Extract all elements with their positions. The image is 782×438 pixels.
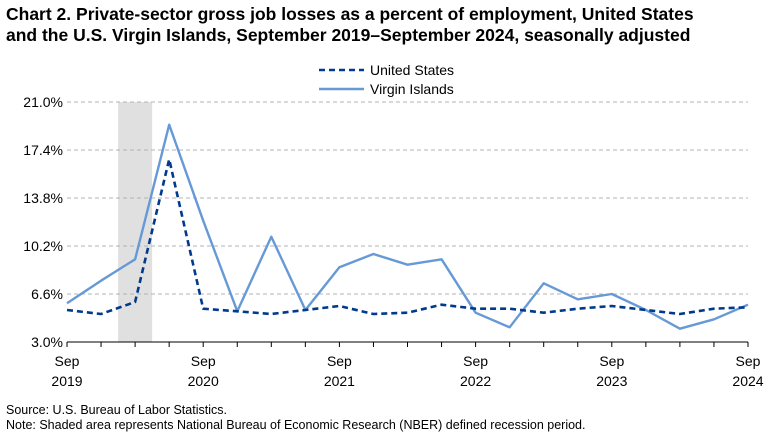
y-tick-label: 17.4% xyxy=(23,142,63,158)
x-tick-label-month: Sep xyxy=(463,353,488,369)
legend-label: Virgin Islands xyxy=(370,81,454,97)
x-tick-label-year: 2021 xyxy=(324,373,355,389)
y-tick-label: 10.2% xyxy=(23,238,63,254)
chart-title-line-2: and the U.S. Virgin Islands, September 2… xyxy=(6,25,691,45)
chart-plot: 3.0% 6.6% 10.2% 13.8% 17.4% 21.0% Sep 2019 Sep 20… xyxy=(23,62,763,389)
y-tick-label: 6.6% xyxy=(31,286,63,302)
x-tick-label-month: Sep xyxy=(191,353,216,369)
y-tick-label: 3.0% xyxy=(31,334,63,350)
source-note: Source: U.S. Bureau of Labor Statistics. xyxy=(6,403,227,417)
chart-title: Chart 2. Private-sector gross job losses… xyxy=(6,4,776,46)
recession-note: Note: Shaded area represents National Bu… xyxy=(6,418,586,432)
x-tick-label-year: 2024 xyxy=(732,373,763,389)
x-tick-label-month: Sep xyxy=(599,353,624,369)
x-tick-label-year: 2019 xyxy=(51,373,82,389)
series-line-united-states xyxy=(66,158,749,316)
chart-title-line-1: Chart 2. Private-sector gross job losses… xyxy=(6,4,694,24)
x-tick-label-year: 2020 xyxy=(188,373,219,389)
y-tick-label: 13.8% xyxy=(23,190,63,206)
legend-label: United States xyxy=(370,62,454,78)
x-tick-label-month: Sep xyxy=(327,353,352,369)
x-tick-label-month: Sep xyxy=(55,353,80,369)
x-tick-label-year: 2022 xyxy=(460,373,491,389)
series-line-virgin-islands xyxy=(66,123,749,330)
y-tick-label: 21.0% xyxy=(23,94,63,110)
x-tick-label-year: 2023 xyxy=(596,373,627,389)
recession-shading xyxy=(118,102,153,342)
x-tick-label-month: Sep xyxy=(736,353,761,369)
